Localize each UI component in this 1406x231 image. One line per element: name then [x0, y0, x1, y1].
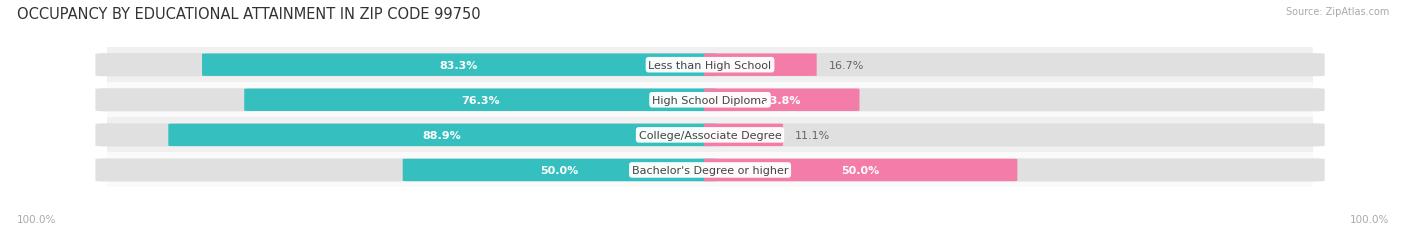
FancyBboxPatch shape [107, 83, 1313, 118]
FancyBboxPatch shape [704, 159, 1018, 181]
Text: 88.9%: 88.9% [423, 130, 461, 140]
Text: Less than High School: Less than High School [648, 61, 772, 70]
Text: College/Associate Degree: College/Associate Degree [638, 130, 782, 140]
FancyBboxPatch shape [96, 89, 723, 112]
FancyBboxPatch shape [96, 124, 723, 147]
FancyBboxPatch shape [704, 54, 817, 77]
FancyBboxPatch shape [402, 159, 716, 181]
Text: 83.3%: 83.3% [440, 61, 478, 70]
FancyBboxPatch shape [245, 89, 716, 112]
Text: 23.8%: 23.8% [762, 95, 801, 105]
FancyBboxPatch shape [96, 54, 723, 77]
Text: Source: ZipAtlas.com: Source: ZipAtlas.com [1285, 7, 1389, 17]
FancyBboxPatch shape [697, 124, 1324, 147]
Text: 100.0%: 100.0% [17, 214, 56, 224]
Text: Bachelor's Degree or higher: Bachelor's Degree or higher [631, 165, 789, 175]
FancyBboxPatch shape [697, 54, 1324, 77]
FancyBboxPatch shape [697, 89, 1324, 112]
Text: 76.3%: 76.3% [461, 95, 499, 105]
FancyBboxPatch shape [107, 153, 1313, 188]
FancyBboxPatch shape [169, 124, 716, 146]
FancyBboxPatch shape [697, 159, 1324, 182]
Text: 50.0%: 50.0% [540, 165, 578, 175]
Text: 11.1%: 11.1% [794, 130, 830, 140]
Text: 16.7%: 16.7% [828, 61, 865, 70]
FancyBboxPatch shape [704, 124, 783, 146]
FancyBboxPatch shape [704, 89, 859, 112]
FancyBboxPatch shape [96, 159, 723, 182]
FancyBboxPatch shape [107, 48, 1313, 83]
FancyBboxPatch shape [202, 54, 716, 77]
Text: OCCUPANCY BY EDUCATIONAL ATTAINMENT IN ZIP CODE 99750: OCCUPANCY BY EDUCATIONAL ATTAINMENT IN Z… [17, 7, 481, 22]
FancyBboxPatch shape [107, 118, 1313, 153]
Text: High School Diploma: High School Diploma [652, 95, 768, 105]
Text: 50.0%: 50.0% [842, 165, 880, 175]
Text: 100.0%: 100.0% [1350, 214, 1389, 224]
